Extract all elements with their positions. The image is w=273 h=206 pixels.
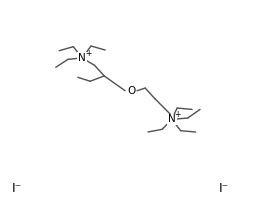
Text: +: +	[85, 49, 91, 58]
Text: I⁻: I⁻	[218, 183, 229, 195]
Text: N: N	[168, 114, 176, 124]
Text: N: N	[78, 53, 86, 63]
Text: I⁻: I⁻	[12, 183, 22, 195]
Text: O: O	[127, 86, 135, 96]
Text: +: +	[175, 110, 181, 119]
